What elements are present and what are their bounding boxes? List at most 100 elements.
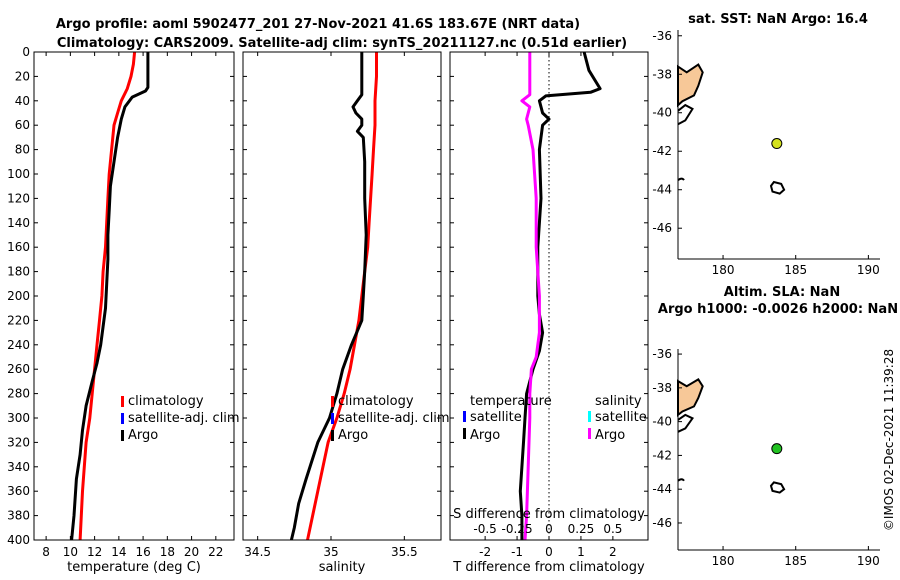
series-argo	[70, 52, 150, 541]
salinity-plot-area	[289, 52, 378, 541]
legend-satellite-swatch	[331, 413, 334, 424]
y-tick-label: 380	[7, 509, 30, 523]
y-tick-label: 200	[7, 289, 30, 303]
top-tick-label: 0	[545, 522, 553, 536]
map-x-tick-label: 180	[712, 554, 735, 568]
sla-map-area	[677, 378, 786, 494]
y-tick-label: 20	[15, 69, 30, 83]
y-tick-label: 40	[15, 94, 30, 108]
legend-sal-argo-label: Argo	[595, 428, 625, 443]
temperature-ticks: 8 10 12 14 16 18 20 220204060801001201401601802…	[7, 45, 234, 559]
y-tick-label: 140	[7, 216, 30, 230]
salinity-ticks: 34.5 35 35.5	[243, 51, 441, 559]
sst-map-title: sat. SST: NaN Argo: 16.4	[688, 12, 868, 27]
legend-temperature-header: temperature	[470, 394, 552, 409]
difference-legend: temperature satellite Argo salinity sate…	[463, 394, 647, 443]
salinity-axes-frame	[242, 51, 442, 541]
argo-position-marker	[771, 138, 783, 150]
sst-map-area	[677, 63, 786, 195]
sst-map-panel: sat. SST: NaN Argo: 16.4 -36 -38 -40 -42 -44…	[652, 12, 880, 277]
map-x-tick-label: 185	[784, 554, 807, 568]
map-y-tick-label: -40	[652, 106, 672, 120]
x-tick-label: 35.5	[391, 545, 418, 559]
x-tick-label: 18	[160, 545, 175, 559]
series-temperature-argo	[518, 51, 602, 540]
x-tick-label: 2	[609, 545, 617, 559]
sla-map-title-line1: Altim. SLA: NaN	[724, 285, 840, 300]
x-tick-label: 14	[111, 545, 126, 559]
x-tick-label: 22	[208, 545, 223, 559]
top-tick-label: -0.25	[502, 522, 533, 536]
legend-climatology-swatch	[121, 396, 124, 407]
map-y-tick-label: -44	[652, 482, 672, 496]
map-y-tick-label: -38	[652, 381, 672, 395]
y-tick-label: 80	[15, 143, 30, 157]
legend-sal-satellite-label: satellite	[595, 410, 647, 425]
map-y-tick-label: -36	[652, 347, 672, 361]
sla-map-ticks: -36 -38 -40 -42 -44 -46 180 185 190	[652, 347, 880, 568]
temperature-legend: climatology satellite-adj. clim Argo	[121, 394, 240, 443]
temperature-xlabel: temperature (deg C)	[67, 560, 201, 575]
y-tick-label: 180	[7, 265, 30, 279]
figure-title-line1: Argo profile: aoml 5902477_201 27-Nov-20…	[56, 17, 580, 32]
legend-climatology-swatch	[331, 396, 334, 407]
legend-temp-argo-swatch	[463, 428, 466, 439]
series-argo	[289, 52, 368, 541]
islet-outline	[677, 478, 685, 482]
legend-satellite-label: satellite-adj. clim	[338, 411, 450, 426]
x-tick-label: 34.5	[244, 545, 271, 559]
sla-map-panel: Altim. SLA: NaN Argo h1000: -0.0026 h200…	[652, 285, 898, 568]
sla-map-title-line2: Argo h1000: -0.0026 h2000: NaN	[658, 302, 898, 317]
legend-climatology-label: climatology	[338, 394, 414, 409]
x-tick-label: 0	[545, 545, 553, 559]
x-tick-label: -2	[479, 545, 491, 559]
legend-argo-label: Argo	[128, 428, 158, 443]
x-tick-label: 20	[184, 545, 199, 559]
map-y-tick-label: -42	[652, 144, 672, 158]
difference-panel: -2 -1 0 1 2 -0.5 -0.25 0 0.25 0.5 S difference fr…	[449, 51, 649, 575]
series-climatology	[78, 51, 137, 541]
coastline	[677, 103, 694, 126]
x-tick-label: 10	[63, 545, 78, 559]
map-y-tick-label: -40	[652, 415, 672, 429]
map-y-tick-label: -46	[652, 221, 672, 235]
map-y-tick-label: -42	[652, 448, 672, 462]
x-tick-label: 12	[87, 545, 102, 559]
legend-sal-satellite-swatch	[588, 411, 591, 422]
legend-climatology-label: climatology	[128, 394, 204, 409]
y-tick-label: 60	[15, 118, 30, 132]
difference-plot-area	[518, 51, 602, 541]
y-tick-label: 300	[7, 411, 30, 425]
islet-outline	[677, 177, 685, 181]
series-salinity-argo	[520, 52, 541, 541]
temperature-panel: 8 10 12 14 16 18 20 220204060801001201401601802…	[7, 45, 240, 575]
map-y-tick-label: -38	[652, 67, 672, 81]
legend-satellite-swatch	[121, 413, 124, 424]
map-y-tick-label: -46	[652, 516, 672, 530]
y-tick-label: 320	[7, 435, 30, 449]
salinity-panel: 34.5 35 35.5 salinity climatology satellit…	[242, 51, 450, 575]
difference-top-label: S difference from climatology	[453, 507, 645, 522]
y-tick-label: 280	[7, 387, 30, 401]
top-tick-label: 0.5	[603, 522, 622, 536]
y-tick-label: 360	[7, 484, 30, 498]
x-tick-label: 35	[323, 545, 338, 559]
legend-salinity-header: salinity	[595, 394, 642, 409]
salinity-xlabel: salinity	[319, 560, 366, 575]
y-tick-label: 120	[7, 191, 30, 205]
island-outline	[769, 481, 786, 494]
y-tick-label: 400	[7, 533, 30, 547]
map-y-tick-label: -36	[652, 29, 672, 43]
y-tick-label: 100	[7, 167, 30, 181]
legend-temp-satellite-label: satellite	[470, 410, 522, 425]
x-tick-label: -1	[511, 545, 523, 559]
sst-map-ticks: -36 -38 -40 -42 -44 -46 180 185 190	[652, 29, 880, 277]
map-x-tick-label: 185	[784, 263, 807, 277]
map-y-tick-label: -44	[652, 183, 672, 197]
legend-argo-label: Argo	[338, 428, 368, 443]
y-tick-label: 340	[7, 460, 30, 474]
difference-xlabel: T difference from climatology	[452, 560, 645, 575]
legend-argo-swatch	[121, 430, 124, 441]
temperature-plot-area	[70, 51, 150, 541]
